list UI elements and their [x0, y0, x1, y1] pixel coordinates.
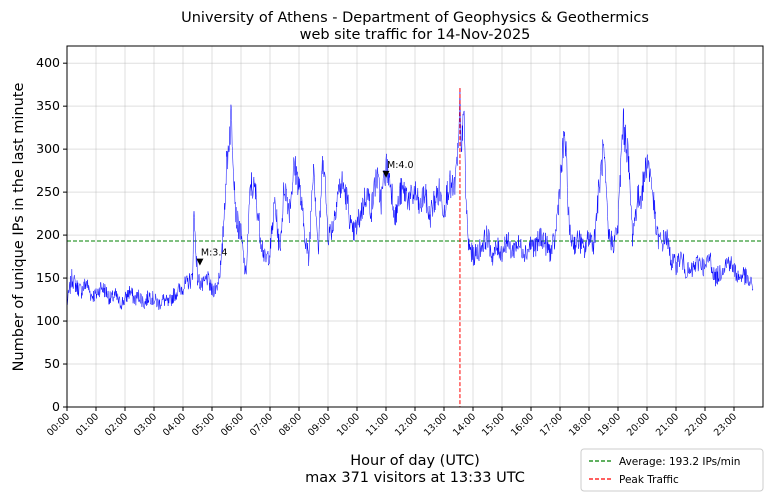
x-tick-label: 08:00 — [277, 411, 304, 438]
annotation-layer: M:3.4 M:4.0 — [196, 160, 414, 266]
y-tick-label: 250 — [36, 184, 60, 199]
x-tick-label: 14:00 — [451, 411, 478, 438]
x-tick-label: 05:00 — [190, 411, 217, 438]
x-tick-label: 02:00 — [103, 411, 130, 438]
chart-title-line1: University of Athens - Department of Geo… — [181, 10, 649, 26]
y-tick-label: 0 — [52, 399, 60, 414]
x-axis-label-line2: max 371 visitors at 13:33 UTC — [305, 470, 525, 486]
y-tick-label: 350 — [36, 98, 60, 113]
x-tick-label: 07:00 — [248, 411, 275, 438]
x-tick-label: 10:00 — [335, 411, 362, 438]
x-tick-label: 16:00 — [509, 411, 536, 438]
x-tick-label: 20:00 — [625, 411, 652, 438]
x-tick-label: 01:00 — [74, 411, 101, 438]
x-tick-label: 06:00 — [219, 411, 246, 438]
y-tick-label: 200 — [36, 227, 60, 242]
x-tick-label: 21:00 — [654, 411, 681, 438]
x-tick-label: 17:00 — [538, 411, 565, 438]
x-tick-label: 03:00 — [132, 411, 159, 438]
legend-box — [580, 448, 764, 492]
x-tick-label: 22:00 — [683, 411, 710, 438]
x-tick-label: 11:00 — [364, 411, 391, 438]
x-tick-label: 13:00 — [422, 411, 449, 438]
traffic-series-line — [66, 88, 754, 310]
x-tick-label: 12:00 — [393, 411, 420, 438]
event-marker-icon — [382, 170, 390, 178]
y-tick-label: 300 — [36, 141, 60, 156]
event-label: M:3.4 — [201, 248, 228, 259]
y-axis-label: Number of unique IPs in the last minute — [11, 83, 27, 372]
x-tick-label: 23:00 — [712, 411, 739, 438]
y-tick-label: 400 — [36, 55, 60, 70]
x-tick-label: 00:00 — [45, 411, 72, 438]
series-layer — [66, 88, 754, 310]
y-tick-label: 100 — [36, 313, 60, 328]
event-label: M:4.0 — [387, 160, 414, 171]
x-axis: 00:00 01:00 02:00 03:00 04:00 05:00 06:00 07:00… — [45, 407, 739, 438]
x-tick-label: 15:00 — [480, 411, 507, 438]
x-tick-label: 09:00 — [306, 411, 333, 438]
x-tick-label: 04:00 — [161, 411, 188, 438]
grid-layer — [66, 46, 763, 408]
event-marker-icon — [196, 258, 204, 266]
x-tick-label: 19:00 — [596, 411, 623, 438]
legend-peak-label: Peak Traffic — [619, 474, 679, 486]
y-axis: 0 50 100 150 200 250 300 350 400 — [36, 55, 67, 414]
legend: Average: 193.2 IPs/min Peak Traffic — [580, 448, 764, 492]
x-axis-label-line1: Hour of day (UTC) — [350, 453, 479, 469]
legend-average-label: Average: 193.2 IPs/min — [619, 456, 740, 468]
chart-title-line2: web site traffic for 14-Nov-2025 — [300, 27, 531, 43]
y-tick-label: 50 — [44, 356, 60, 371]
y-tick-label: 150 — [36, 270, 60, 285]
x-tick-label: 18:00 — [567, 411, 594, 438]
